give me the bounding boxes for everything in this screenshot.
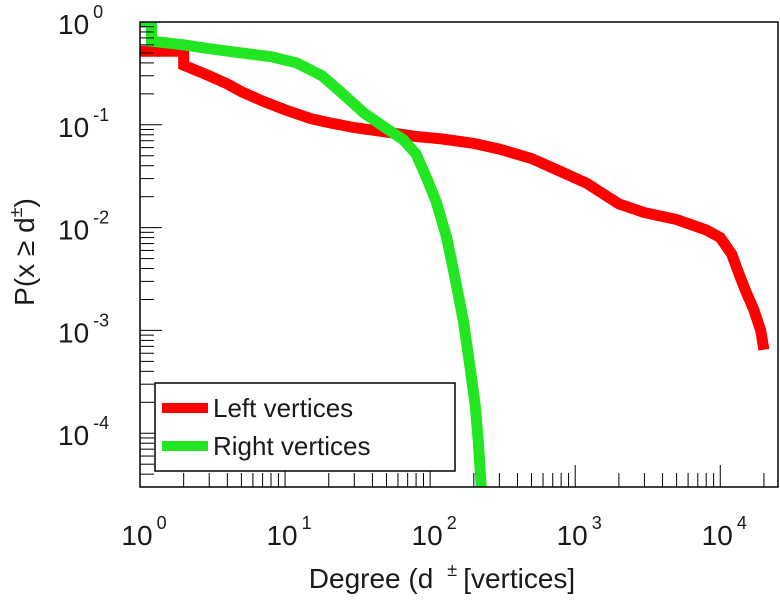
series-line-right-vertices xyxy=(140,22,487,487)
y-tick-exp: -1 xyxy=(93,105,109,125)
series-layer xyxy=(140,22,770,487)
x-tick-label: 10 2 xyxy=(412,513,457,551)
y-tick-exp: -3 xyxy=(93,310,109,330)
y-tick-label: 10 -3 xyxy=(58,310,109,348)
x-axis-label-sup: ± xyxy=(447,560,457,580)
y-tick-base: 10 xyxy=(58,215,89,246)
legend-box xyxy=(154,382,456,472)
y-tick-label: 10 -4 xyxy=(58,413,109,451)
x-tick-base: 10 xyxy=(266,520,297,551)
x-axis-label: Degree (d ± [vertices] xyxy=(309,560,575,594)
y-tick-base: 10 xyxy=(58,112,89,143)
x-tick-exp: 3 xyxy=(592,513,602,533)
y-axis-label-sup: ± xyxy=(6,207,26,217)
x-axis-label-main: Degree (d xyxy=(309,563,434,594)
y-tick-label: 10 -2 xyxy=(58,208,109,246)
x-tick-base: 10 xyxy=(412,520,443,551)
series-line-left-vertices xyxy=(140,45,770,351)
x-axis-label-suffix: [vertices] xyxy=(463,563,575,594)
x-tick-base: 10 xyxy=(702,520,733,551)
x-tick-exp: 2 xyxy=(447,513,457,533)
y-tick-base: 10 xyxy=(58,9,89,40)
y-axis-label-main: P(x ≥ d xyxy=(9,217,40,306)
legend-label-right-vertices: Right vertices xyxy=(213,431,371,461)
y-tick-label: 10 0 xyxy=(58,2,103,40)
x-tick-base: 10 xyxy=(121,520,152,551)
x-tick-label: 10 4 xyxy=(702,513,747,551)
x-minor-ticks xyxy=(139,465,765,487)
x-tick-label: 10 3 xyxy=(557,513,602,551)
y-tick-base: 10 xyxy=(58,420,89,451)
y-axis-label: P(x ≥ d±) xyxy=(6,198,40,306)
x-tick-label: 10 0 xyxy=(121,513,166,551)
legend-label-left-vertices: Left vertices xyxy=(213,393,353,423)
x-tick-exp: 0 xyxy=(157,513,167,533)
x-tick-base: 10 xyxy=(557,520,588,551)
x-tick-label: 10 1 xyxy=(266,513,311,551)
y-tick-base: 10 xyxy=(58,317,89,348)
legend: Left vertices Right vertices xyxy=(154,382,456,472)
x-tick-exp: 4 xyxy=(737,513,747,533)
y-axis-label-suffix: ) xyxy=(9,198,40,207)
y-tick-exp: -2 xyxy=(93,208,109,228)
plot-area-frame xyxy=(139,21,779,488)
x-tick-labels: 10 0 10 1 10 2 10 3 10 4 xyxy=(121,513,746,551)
y-tick-exp: 0 xyxy=(93,2,103,22)
y-tick-exp: -4 xyxy=(93,413,109,433)
x-tick-exp: 1 xyxy=(302,513,312,533)
y-tick-label: 10 -1 xyxy=(58,105,109,143)
